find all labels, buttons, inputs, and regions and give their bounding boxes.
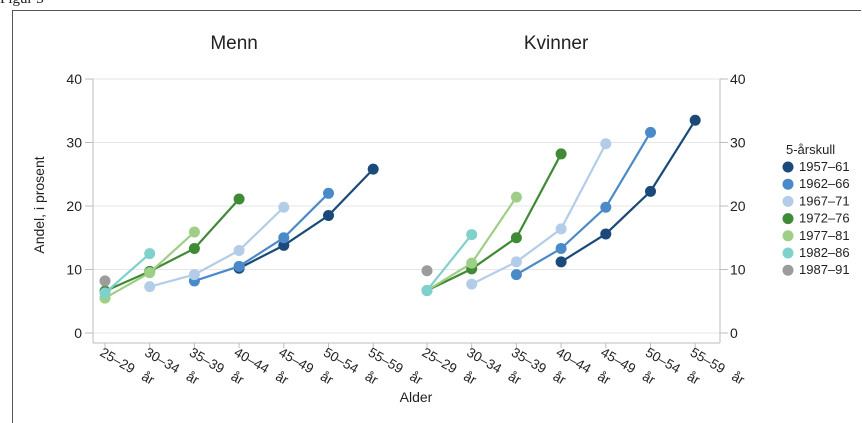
- figure-caption: Figur 3: [0, 0, 44, 8]
- data-point: [233, 244, 245, 256]
- y-tick-label-left: 10: [66, 262, 82, 278]
- data-point: [99, 287, 111, 299]
- y-tick-label-right: 30: [730, 135, 746, 151]
- panel-title: Menn: [210, 33, 258, 54]
- axes-layer: 0 0 10 10 20 20 30 30 40 40: [66, 71, 746, 344]
- data-point: [555, 148, 567, 160]
- series-line: [426, 233, 473, 292]
- data-point: [466, 257, 478, 269]
- series-1982–86: [421, 229, 478, 296]
- y-axis-label: Andel, i prosent: [31, 156, 47, 253]
- y-tick-label-right: 10: [730, 262, 746, 278]
- data-point: [645, 185, 656, 197]
- data-point: [323, 187, 334, 199]
- data-point: [555, 256, 567, 268]
- data-point: [555, 243, 567, 255]
- data-point: [421, 265, 433, 277]
- data-point: [510, 256, 522, 268]
- series-1987–91: [421, 265, 433, 277]
- series-line: [149, 206, 285, 288]
- legend-entry: 1982–86: [799, 245, 850, 260]
- panel-menn: Menn25–29år30–34år35–39år40–44år45–49år5…: [98, 33, 426, 388]
- series-line: [560, 119, 697, 263]
- x-axis-label: Alder: [400, 389, 433, 405]
- data-point: [278, 239, 290, 251]
- series-line: [104, 198, 240, 293]
- data-point: [144, 248, 156, 260]
- series-1982–86: [99, 248, 156, 299]
- data-point: [144, 281, 156, 293]
- series-line: [104, 252, 151, 294]
- data-point: [421, 284, 433, 296]
- series-line: [426, 153, 563, 292]
- figure-frame: [12, 10, 861, 423]
- y-tick-label-right: 0: [730, 325, 738, 341]
- series-1987–91: [99, 275, 111, 287]
- data-point: [600, 201, 612, 213]
- data-point: [600, 138, 612, 150]
- data-point: [645, 126, 656, 138]
- data-point: [188, 243, 200, 255]
- data-point: [278, 232, 290, 244]
- legend-entry: 1962–66: [799, 176, 850, 191]
- y-tick-label-right: 40: [730, 71, 746, 87]
- series-1962–66: [188, 187, 334, 287]
- data-point: [689, 114, 701, 126]
- legend-swatch: [782, 264, 794, 276]
- data-point: [600, 228, 612, 240]
- legend-entry: 1977–81: [799, 228, 850, 243]
- series-1962–66: [510, 126, 656, 281]
- series-line: [426, 196, 518, 292]
- legend-swatch: [782, 247, 794, 259]
- legend-swatch: [782, 195, 794, 207]
- series-1967–71: [144, 201, 290, 293]
- legend-swatch: [782, 161, 794, 173]
- series-line: [471, 143, 607, 286]
- series-line: [238, 168, 374, 270]
- data-point: [144, 267, 156, 279]
- y-tick-label-left: 20: [66, 198, 82, 214]
- data-point: [188, 269, 200, 281]
- data-point: [510, 191, 522, 203]
- data-point: [555, 223, 567, 235]
- series-1967–71: [466, 138, 612, 290]
- series-1957–61: [555, 114, 701, 268]
- series-1977–81: [99, 226, 200, 304]
- series-line: [194, 192, 330, 282]
- legend-swatch: [782, 178, 794, 190]
- panels-layer: Menn25–29år30–34år35–39år40–44år45–49år5…: [98, 33, 748, 388]
- legend-swatch: [782, 213, 794, 225]
- data-point: [233, 193, 245, 205]
- data-point: [466, 278, 478, 290]
- data-point: [323, 210, 334, 222]
- data-point: [510, 232, 522, 244]
- data-point: [188, 226, 200, 238]
- y-tick-label-right: 20: [730, 198, 746, 214]
- panel-kvinner: Kvinner25–29år30–34år35–39år40–44år45–49…: [420, 33, 748, 388]
- legend-entry: 1972–76: [799, 211, 850, 226]
- panel-title: Kvinner: [524, 33, 589, 54]
- y-tick-label-left: 0: [74, 325, 82, 341]
- y-tick-label-left: 30: [66, 135, 82, 151]
- legend-entry: 1987–91: [799, 262, 850, 277]
- legend-swatch: [782, 230, 794, 242]
- data-point: [466, 229, 478, 241]
- data-point: [99, 275, 111, 287]
- legend-title: 5-årskull: [786, 142, 835, 157]
- data-point: [510, 269, 522, 281]
- legend-entry: 1967–71: [799, 193, 850, 208]
- data-point: [367, 163, 379, 175]
- data-point: [278, 201, 290, 213]
- legend-layer: 5-årskull 1957–61 1962–66 1967–71 1972–76 197…: [782, 142, 850, 277]
- y-tick-label-left: 40: [66, 71, 82, 87]
- legend-entry: 1957–61: [799, 159, 850, 174]
- series-line: [515, 131, 652, 276]
- data-point: [233, 260, 245, 272]
